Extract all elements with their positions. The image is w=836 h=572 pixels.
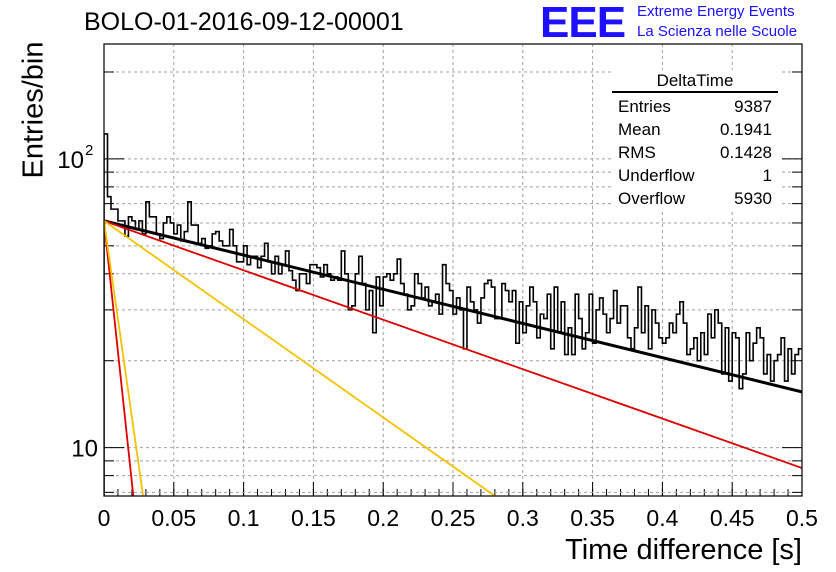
stats-box: DeltaTime Entries 9387 Mean 0.1941 RMS 0… [612, 71, 778, 210]
x-tick-label: 0 [98, 505, 111, 531]
x-axis-label: Time difference [s] [565, 534, 802, 566]
y-axis-label: Entries/bin [17, 41, 50, 179]
stats-row-overflow: Overflow 5930 [612, 187, 778, 210]
fit-curve [104, 220, 496, 496]
stats-label: Overflow [618, 189, 686, 208]
y-tick-label-exponent: 2 [85, 142, 93, 159]
org-name-line2: La Scienza nelle Scuole [637, 23, 798, 40]
stats-box-background [612, 70, 780, 212]
fit-curve [104, 220, 144, 496]
plot-frame [103, 43, 803, 497]
stats-label: RMS [618, 143, 656, 162]
y-tick-label: 10 [57, 147, 84, 174]
stats-value: 9387 [734, 97, 772, 116]
stats-value: 0.1428 [720, 143, 772, 162]
x-tick-label: 0.1 [228, 505, 260, 531]
fit-curve [104, 219, 802, 394]
stats-value: 5930 [734, 189, 772, 208]
stats-row-rms: RMS 0.1428 [612, 141, 778, 164]
stats-value: 0.1941 [720, 120, 772, 139]
x-tick-label: 0.25 [431, 505, 476, 531]
stats-row-mean: Mean 0.1941 [612, 118, 778, 141]
stats-label: Underflow [618, 166, 695, 185]
y-tick-label: 10 [71, 436, 98, 463]
stats-label: Entries [618, 97, 671, 116]
stats-row-entries: Entries 9387 [612, 95, 778, 118]
x-tick-label: 0.35 [570, 505, 615, 531]
x-tick-label: 0.4 [646, 505, 678, 531]
eee-logo: EEE [540, 0, 626, 47]
x-tick-label: 0.2 [367, 505, 399, 531]
x-tick-label: 0.3 [507, 505, 539, 531]
run-title: BOLO-01-2016-09-12-00001 [84, 8, 404, 36]
org-name-line1: Extreme Energy Events [637, 3, 795, 20]
x-tick-label: 0.15 [291, 505, 336, 531]
fit-curve [104, 220, 802, 469]
stats-row-underflow: Underflow 1 [612, 164, 778, 187]
histogram-steps [104, 133, 802, 496]
x-tick-label: 0.45 [710, 505, 755, 531]
fit-curve [104, 220, 135, 496]
stats-label: Mean [618, 120, 661, 139]
x-tick-label: 0.5 [786, 505, 818, 531]
stats-title: DeltaTime [612, 71, 778, 93]
x-tick-label: 0.05 [151, 505, 196, 531]
stats-value: 1 [762, 166, 772, 185]
